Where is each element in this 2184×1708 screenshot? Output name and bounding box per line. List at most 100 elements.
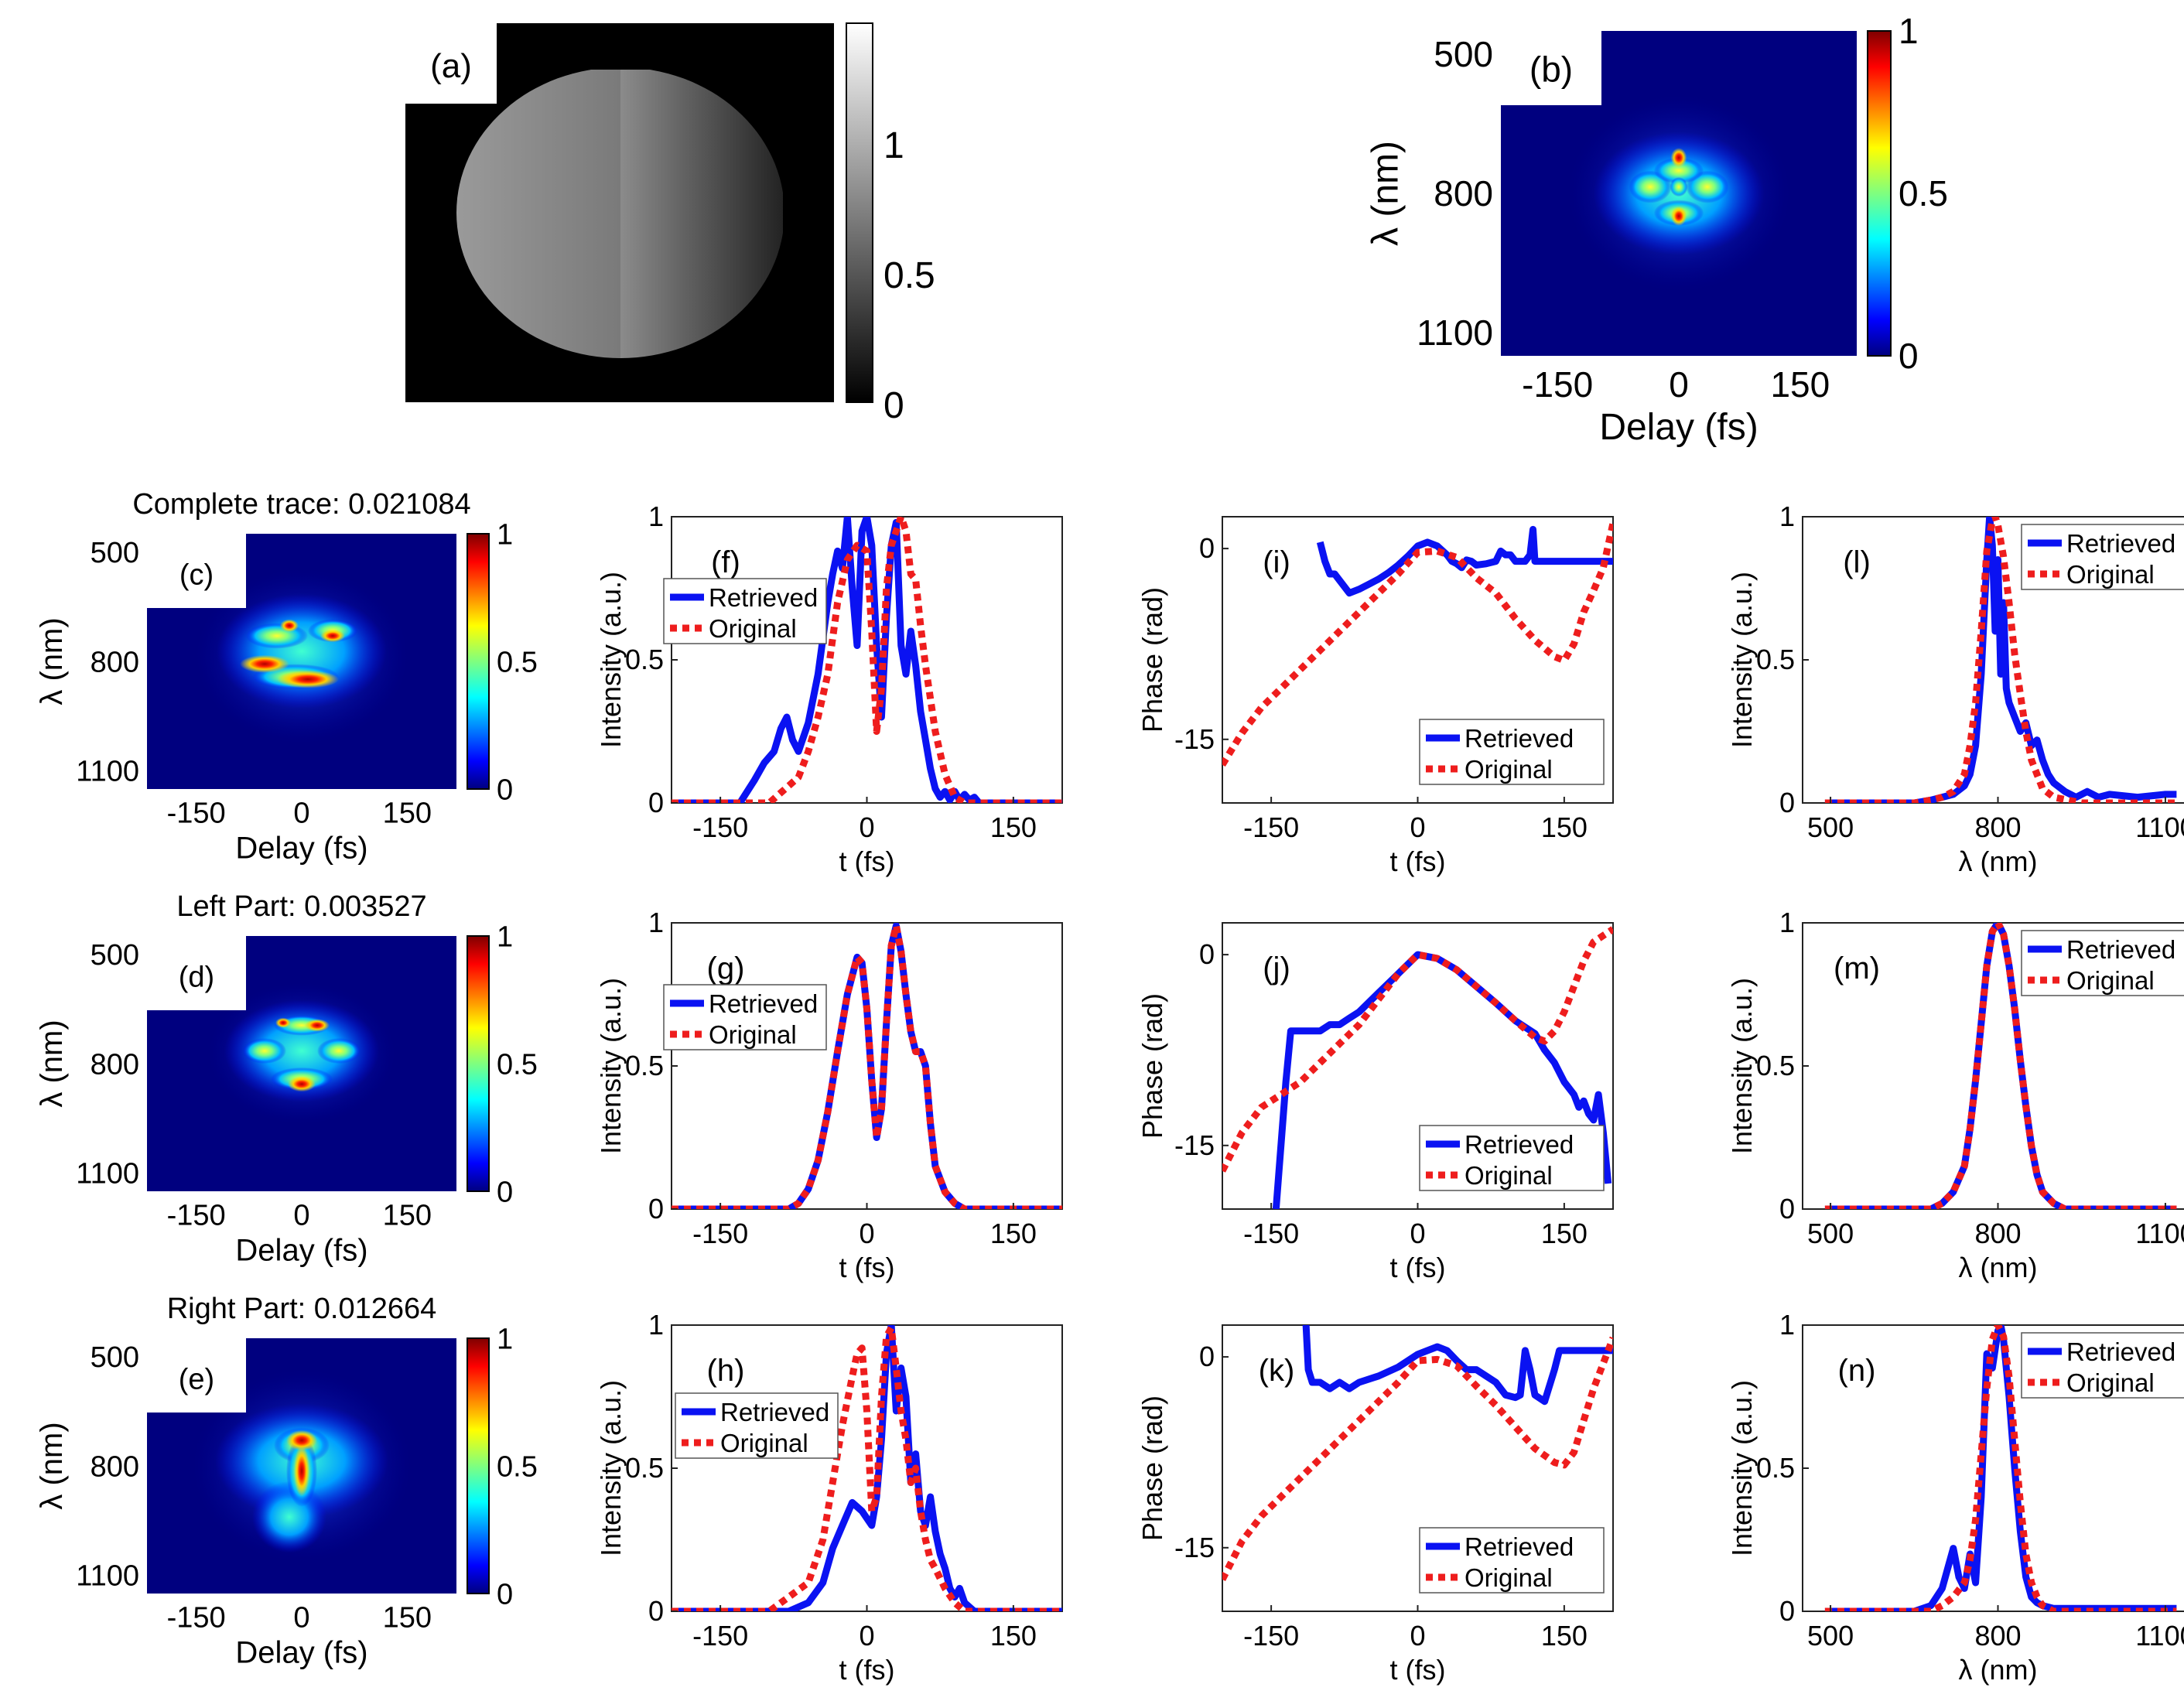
colorbar-a-tick-0: 0 [884, 385, 904, 426]
panel-d-ylabel: λ (nm) [35, 1020, 69, 1107]
panel-j-series-original [1222, 926, 1613, 1173]
panel-f-series-original [672, 517, 1062, 803]
panel-e-label: (e) [179, 1363, 214, 1395]
panel-m-ytick: 0 [1779, 1193, 1795, 1225]
panel-h-ytick: 0 [648, 1595, 664, 1627]
panel-h-series-original [672, 1325, 1062, 1611]
panel-c: Complete trace: 0.021084 (c) 500 800 1100 -15… [35, 488, 538, 865]
panel-b-intensity-blob [1653, 157, 1704, 184]
panel-k-xtick: -150 [1243, 1620, 1299, 1652]
panel-a: (a) 1 0.5 0 [405, 22, 935, 426]
panel-i-series-retrieved [1316, 525, 1613, 597]
panel-m-ytick: 1 [1779, 907, 1795, 938]
panel-e-ylabel: λ (nm) [35, 1422, 69, 1509]
panel-n-xtick: 500 [1807, 1620, 1854, 1652]
panel-j-xtick: -150 [1243, 1218, 1299, 1249]
panel-b-xtick: -150 [1522, 364, 1593, 405]
panel-l-label: (l) [1843, 545, 1871, 579]
panel-f-ylabel: Intensity (a.u.) [595, 572, 627, 748]
panel-e-label-box [147, 1338, 246, 1413]
panel-n-ytick: 1 [1779, 1309, 1795, 1341]
panel-c-colorbar-tick: 1 [497, 518, 513, 551]
panel-b-intensity-blob [1670, 148, 1687, 168]
panel-j-xlabel: t (fs) [1390, 1252, 1446, 1283]
panel-n-label: (n) [1838, 1354, 1876, 1388]
panel-i-xlabel: t (fs) [1390, 845, 1446, 877]
panel-m: 500 800 1100 0 0.5 1 λ (nm) Intensity (a.u.) (m)… [1726, 907, 2184, 1283]
panel-b-colorbar-tick: 0 [1899, 336, 1919, 376]
panel-h-xtick: 0 [859, 1620, 874, 1652]
panel-b: (b) 500 800 1100 -150 0 150 Delay (fs) λ (nm) 0 0.… [1365, 11, 1948, 448]
legend-label-retrieved: Retrieved [720, 1398, 829, 1426]
panel-e-xtick: -150 [167, 1602, 226, 1635]
panel-d-xtick: 150 [383, 1200, 432, 1232]
panel-d-intensity-blob [317, 1038, 361, 1064]
disc-right-half [620, 70, 783, 358]
legend-label-retrieved: Retrieved [709, 989, 818, 1018]
panel-i-ytick: -15 [1174, 723, 1215, 755]
panel-h-ylabel: Intensity (a.u.) [595, 1380, 627, 1556]
legend-label-original: Original [709, 614, 797, 643]
panel-n-ytick: 0 [1779, 1595, 1795, 1627]
panel-i-legend-box [1419, 719, 1605, 785]
panel-c-ytick: 1100 [76, 756, 139, 788]
legend-label-retrieved: Retrieved [2066, 1337, 2175, 1366]
panel-g-xtick: -150 [692, 1218, 748, 1249]
panel-j-ylabel: Phase (rad) [1136, 993, 1168, 1139]
panel-f-ytick: 0.5 [625, 644, 664, 675]
panel-d-label-box [147, 936, 246, 1010]
panel-c-intensity-blob [320, 629, 345, 643]
legend-label-retrieved: Retrieved [2066, 935, 2175, 964]
panel-g-ytick: 0.5 [625, 1050, 664, 1081]
panel-c-intensity-blob [240, 654, 289, 673]
panel-d-xlabel: Delay (fs) [235, 1233, 367, 1267]
panel-d-colorbar-tick: 0.5 [497, 1048, 538, 1081]
panel-b-xtick: 0 [1669, 364, 1689, 405]
panel-h-xtick: 150 [990, 1620, 1037, 1652]
panel-m-xtick: 800 [1974, 1218, 2021, 1249]
panel-n-xtick: 1100 [2135, 1620, 2184, 1652]
panel-h: -150 0 150 0 0.5 1 t (fs) Intensity (a.u.) (h) Re… [595, 1309, 1063, 1686]
panel-k-series-original [1222, 1336, 1613, 1581]
panel-l-series-original [1824, 517, 2177, 803]
panel-h-xtick: -150 [692, 1620, 748, 1652]
panel-g-xtick: 150 [990, 1218, 1037, 1249]
panel-h-series-retrieved [672, 1325, 1062, 1611]
panel-m-series-original [1824, 923, 2177, 1209]
panel-h-legend: Retrieved Original [675, 1392, 839, 1459]
panel-b-label: (b) [1529, 49, 1573, 89]
panel-b-ytick: 500 [1434, 34, 1493, 74]
panel-h-label: (h) [707, 1354, 745, 1388]
panel-b-xlabel: Delay (fs) [1599, 407, 1758, 448]
panel-m-xlabel: λ (nm) [1959, 1252, 2038, 1283]
panel-e-xtick: 0 [293, 1602, 309, 1635]
panel-b-intensity-blob [1670, 206, 1687, 226]
legend-label-original: Original [2066, 560, 2155, 589]
legend-label-original: Original [1465, 755, 1553, 784]
panel-l: 500 800 1100 0 0.5 1 λ (nm) Intensity (a.u.) (l)… [1726, 500, 2184, 877]
panel-i-xtick: 150 [1541, 811, 1588, 843]
legend-label-original: Original [2066, 966, 2155, 995]
panel-k-ylabel: Phase (rad) [1136, 1395, 1168, 1541]
panel-k-xtick: 0 [1410, 1620, 1425, 1652]
legend-label-original: Original [1465, 1161, 1553, 1190]
panel-b-intensity-blob [1670, 177, 1688, 197]
panel-k-xtick: 150 [1541, 1620, 1588, 1652]
colorbar-a-tick-1: 1 [884, 125, 904, 166]
panel-k-label: (k) [1259, 1354, 1295, 1388]
panel-c-intensity-blob [246, 623, 308, 649]
legend-label-retrieved: Retrieved [1465, 1130, 1574, 1159]
panel-g-xtick: 0 [859, 1218, 874, 1249]
panel-e-title: Right Part: 0.012664 [167, 1293, 437, 1325]
panel-d: Left Part: 0.003527 (d) 500 800 1100 -150 0 150… [35, 890, 538, 1267]
panel-g-label: (g) [707, 951, 745, 986]
panel-b-colorbar-tick: 1 [1899, 11, 1919, 51]
legend-label-retrieved: Retrieved [1465, 724, 1574, 753]
panel-l-ytick: 0 [1779, 787, 1795, 818]
